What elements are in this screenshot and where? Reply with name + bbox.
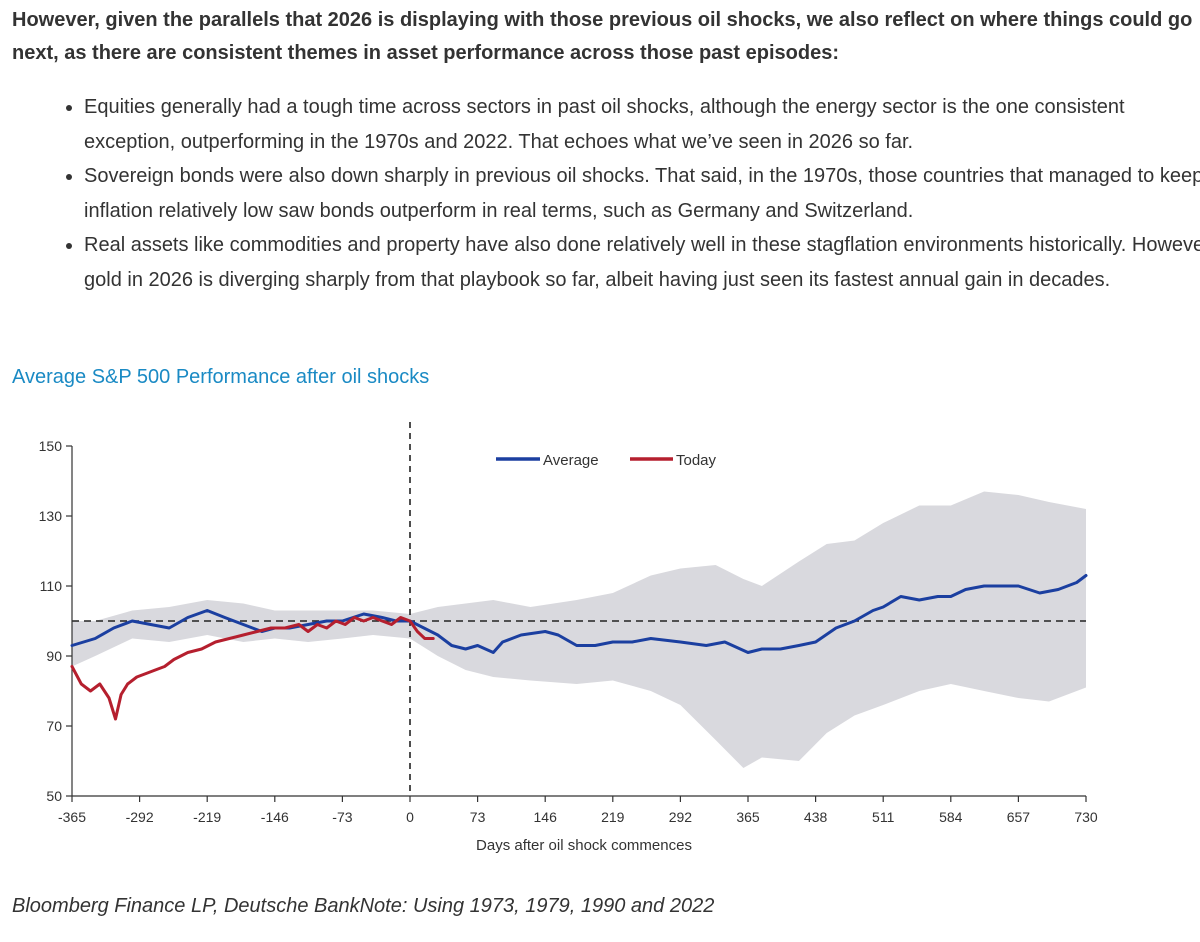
legend: Average Today <box>496 452 717 469</box>
y-tick-label: 110 <box>40 578 63 594</box>
x-tick-label: -292 <box>126 809 154 825</box>
x-tick-label: 730 <box>1074 809 1098 825</box>
x-tick-label: -219 <box>193 809 221 825</box>
reference-layer <box>72 422 1086 796</box>
series-line-today <box>70 616 435 721</box>
series-layer <box>70 574 1088 721</box>
range-band <box>72 491 1086 768</box>
x-tick-label: 657 <box>1007 809 1031 825</box>
x-tick-label: 0 <box>406 809 414 825</box>
bullet-item-equities: Equities generally had a tough time acro… <box>84 90 1200 159</box>
x-tick-label: 438 <box>804 809 828 825</box>
intro-paragraph: However, given the parallels that 2026 i… <box>12 9 1193 64</box>
y-tick-label: 90 <box>46 648 62 664</box>
x-tick-label: 146 <box>534 809 558 825</box>
x-tick-label: 584 <box>939 809 963 825</box>
y-tick-label: 70 <box>46 718 62 734</box>
legend-label-average: Average <box>543 452 599 469</box>
bullet-list: Equities generally had a tough time acro… <box>62 90 1200 297</box>
sp500-chart: 50 70 90 110 130 150 -365 -292 -219 -146 -73 0 73 146… <box>39 422 1098 854</box>
x-tick-label: -73 <box>332 809 352 825</box>
x-axis-title: Days after oil shock commences <box>476 837 692 854</box>
x-tick-label: 73 <box>470 809 486 825</box>
y-tick-label: 150 <box>39 438 63 454</box>
x-tick-label: -365 <box>58 809 86 825</box>
x-tick-label: 365 <box>736 809 760 825</box>
range-band-layer <box>72 491 1086 768</box>
x-tick-label: 292 <box>669 809 693 825</box>
chart-title: Average S&P 500 Performance after oil sh… <box>12 366 430 388</box>
legend-label-today: Today <box>676 452 717 469</box>
bullet-item-real-assets: Real assets like commodities and propert… <box>84 228 1200 297</box>
y-tick-label: 50 <box>46 788 62 804</box>
y-tick-label: 130 <box>39 508 63 524</box>
x-tick-label: 219 <box>601 809 625 825</box>
x-tick-label: -146 <box>261 809 289 825</box>
bullet-item-bonds: Sovereign bonds were also down sharply i… <box>84 159 1200 228</box>
x-tick-label: 511 <box>872 809 895 825</box>
source-note: Bloomberg Finance LP, Deutsche BankNote:… <box>12 895 715 917</box>
axis-layer: 50 70 90 110 130 150 -365 -292 -219 -146 -73 0 73 146… <box>39 438 1098 825</box>
